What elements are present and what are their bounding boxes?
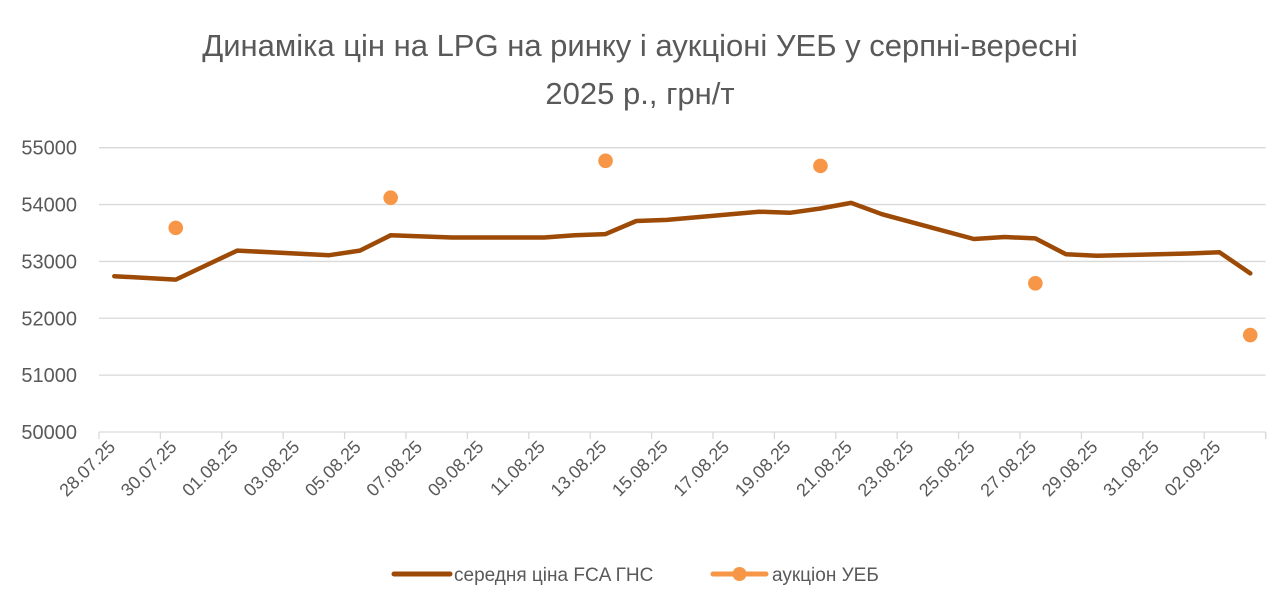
series-layer — [112, 153, 1258, 343]
y-axis-ticks: 50000 51000 52000 53000 54000 55000 — [21, 138, 77, 444]
y-tick-label: 52000 — [21, 308, 77, 330]
x-tick-label: 11.08.25 — [486, 437, 549, 500]
y-tick-label: 54000 — [21, 195, 77, 217]
y-tick-label: 50000 — [21, 422, 77, 444]
x-tick-label: 30.07.25 — [117, 437, 181, 501]
auction-point — [1242, 327, 1258, 343]
x-tick-label: 23.08.25 — [854, 437, 918, 501]
x-axis: 28.07.2530.07.2501.08.2503.08.2505.08.25… — [55, 431, 1267, 501]
x-tick-label: 31.08.25 — [1099, 437, 1163, 501]
legend-label-avg-price: середня ціна FCA ГНС — [454, 565, 653, 586]
x-tick-label: 19.08.25 — [731, 437, 795, 501]
x-tick-label: 05.08.25 — [301, 437, 365, 501]
legend: середня ціна FCA ГНС аукціон УЕБ — [391, 565, 879, 586]
x-tick-label: 13.08.25 — [547, 437, 611, 501]
legend-item-auction[interactable]: аукціон УЕБ — [710, 565, 879, 586]
x-tick-label: 02.09.25 — [1161, 437, 1225, 501]
chart-title-line1: Динаміка цін на LPG на ринку і аукціоні … — [202, 28, 1077, 63]
legend-item-avg-price[interactable]: середня ціна FCA ГНС — [391, 565, 653, 586]
chart-title-line2: 2025 р., грн/т — [545, 76, 734, 111]
y-tick-label: 55000 — [21, 138, 77, 160]
auction-point — [813, 158, 828, 174]
x-tick-label: 25.08.25 — [915, 437, 979, 501]
y-tick-label: 51000 — [21, 365, 77, 387]
x-tick-label: 28.07.25 — [55, 437, 119, 501]
x-tick-label: 17.08.25 — [669, 437, 733, 501]
x-tick-label: 01.08.25 — [178, 437, 242, 501]
x-tick-label: 15.08.25 — [608, 437, 672, 501]
legend-marker-swatch — [732, 567, 747, 581]
gridlines — [99, 147, 1266, 376]
legend-label-auction: аукціон УЕБ — [772, 565, 879, 586]
x-tick-label: 03.08.25 — [240, 437, 304, 501]
x-tick-label: 09.08.25 — [424, 437, 488, 501]
x-tick-label: 21.08.25 — [792, 437, 856, 501]
y-tick-label: 53000 — [21, 251, 77, 273]
x-tick-label: 07.08.25 — [362, 437, 426, 501]
x-tick-label: 29.08.25 — [1038, 437, 1102, 501]
auction-point — [598, 153, 613, 169]
auction-point — [168, 220, 184, 236]
avg-price-line — [112, 200, 1253, 282]
x-tick-label: 27.08.25 — [976, 437, 1040, 501]
auction-point — [1028, 276, 1043, 291]
auction-point — [383, 190, 398, 206]
